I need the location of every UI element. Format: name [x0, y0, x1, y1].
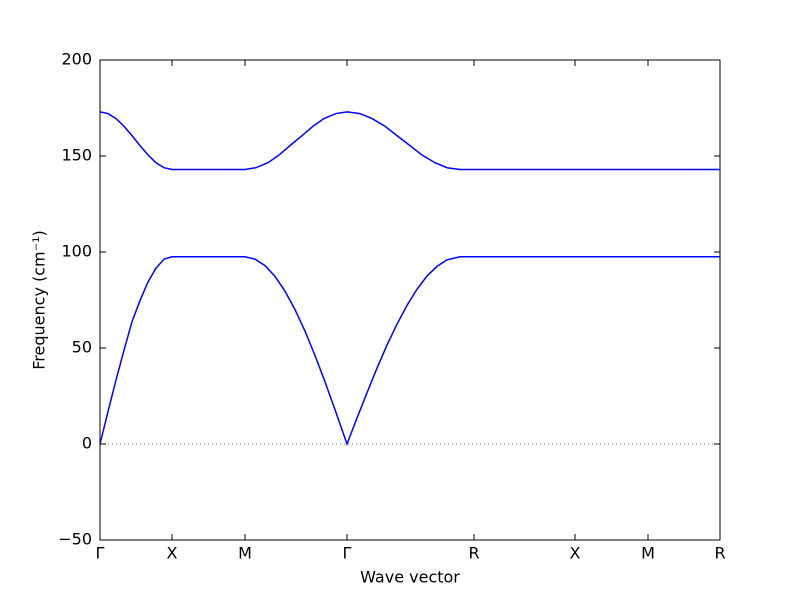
y-tick-label: 200 — [61, 50, 92, 69]
x-tick-label: X — [570, 544, 581, 563]
band-line — [99, 256, 720, 447]
x-tick-label: R — [468, 544, 479, 563]
band-line — [99, 111, 720, 171]
y-tick-label: 50 — [72, 338, 92, 357]
x-tick-label: M — [641, 544, 655, 563]
x-tick-label: X — [167, 544, 178, 563]
x-tick-label: R — [714, 544, 725, 563]
plot-frame — [99, 59, 721, 541]
x-axis-label: Wave vector — [360, 568, 460, 587]
y-tick-label: −50 — [58, 530, 92, 549]
x-tick-label: M — [238, 544, 252, 563]
x-tick-label: Γ — [343, 544, 352, 563]
y-axis-label: Frequency (cm⁻¹) — [30, 230, 49, 369]
y-tick-label: 0 — [82, 434, 92, 453]
y-tick-label: 150 — [61, 146, 92, 165]
y-tick-label: 100 — [61, 242, 92, 261]
x-tick-label: Γ — [96, 544, 105, 563]
